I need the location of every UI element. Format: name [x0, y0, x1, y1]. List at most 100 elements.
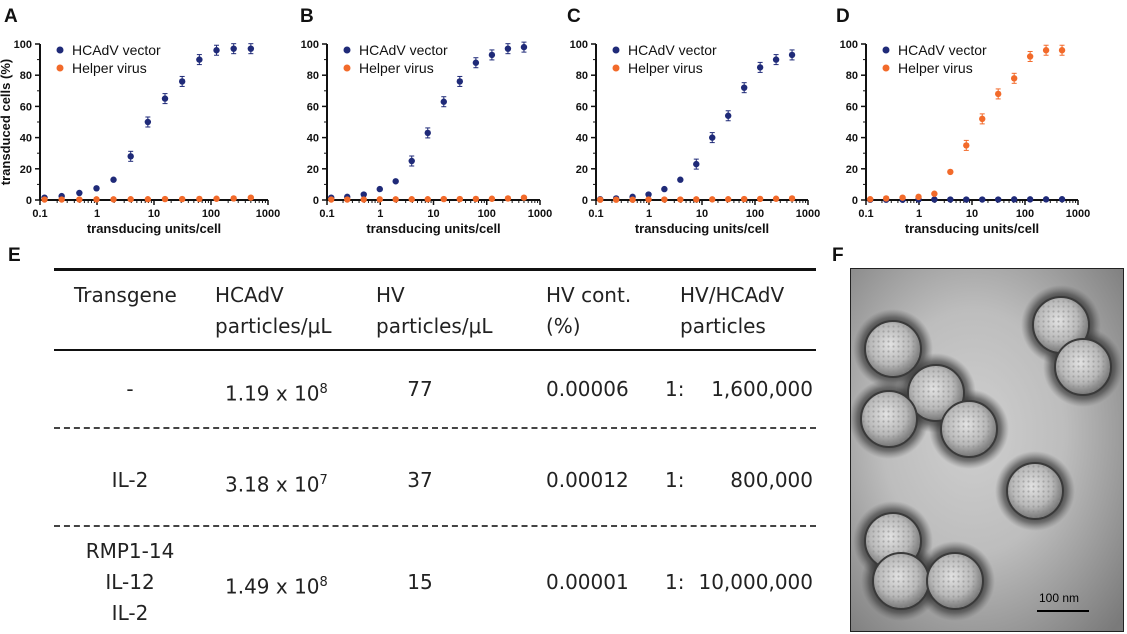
legend-label: Helper virus [72, 60, 147, 76]
table-cell-transgene: - [126, 377, 134, 401]
helper-data-point [1010, 75, 1018, 82]
hcadv-data-point [440, 98, 447, 105]
x-tick-label: 0.1 [319, 208, 334, 220]
helper-data-point [456, 195, 464, 203]
header-hv-particles: HV particles/μL [376, 283, 493, 338]
table-cell-hv: 37 [407, 468, 433, 492]
x-axis-label: transducing units/cell [635, 221, 769, 236]
x-tick-label: 1 [377, 208, 383, 220]
hcadv-data-point [1058, 196, 1066, 203]
helper-data-point [247, 194, 255, 201]
helper-data-point [344, 196, 351, 203]
y-tick-label: 20 [307, 164, 319, 176]
hcadv-data-point [772, 56, 780, 63]
hcadv-data-point [472, 59, 480, 66]
virion-texture [874, 554, 928, 608]
legend-marker [882, 64, 890, 72]
header-hv-hcadv-ratio: HV/HCAdV particles [680, 283, 785, 338]
helper-data-point [596, 196, 604, 203]
row-divider [54, 525, 816, 527]
y-tick-label: 80 [307, 70, 319, 82]
y-tick-label: 60 [576, 101, 588, 113]
y-tick-label: 0 [582, 195, 588, 207]
x-tick-label: 0.1 [32, 208, 47, 220]
y-tick-label: 80 [846, 70, 858, 82]
x-tick-label: 1000 [1066, 208, 1090, 220]
hcadv-data-point [740, 84, 748, 91]
table-cell-contamination: 0.00012 [546, 468, 629, 492]
legend-label: HCAdV vector [359, 42, 448, 58]
helper-data-point [408, 196, 415, 203]
chart-panel-b: 0 20 40 60 80 100 0.1 1 10 100 1000 transducing uni… [301, 39, 553, 236]
hcadv-data-point [196, 56, 203, 63]
y-tick-label: 60 [846, 101, 858, 113]
table-cell-ratio-value: 800,000 [730, 468, 813, 492]
helper-data-point [41, 196, 48, 203]
x-axis-label: transducing units/cell [87, 221, 221, 236]
y-tick-label: 60 [20, 101, 32, 113]
panel-label-c: C [567, 6, 581, 27]
helper-data-point [661, 196, 668, 203]
helper-data-point [899, 194, 906, 201]
panel-label-e: E [8, 245, 21, 266]
row-divider [54, 427, 816, 429]
table-cell-contamination: 0.00001 [546, 570, 629, 594]
helper-data-point [866, 196, 874, 203]
hcadv-data-point [931, 196, 938, 203]
helper-data-point [58, 196, 65, 203]
x-tick-label: 10 [696, 208, 708, 220]
hcadv-data-point [520, 43, 528, 51]
hcadv-data-point [645, 191, 652, 198]
hcadv-data-point [963, 196, 970, 203]
table-cell-contamination: 0.00006 [546, 377, 629, 401]
y-tick-label: 0 [313, 195, 319, 207]
helper-data-point [161, 195, 169, 203]
hcadv-data-point [247, 45, 255, 52]
hcadv-data-point [504, 45, 512, 52]
hcadv-data-point [376, 185, 383, 193]
helper-data-point [127, 196, 134, 203]
hcadv-data-point [161, 95, 169, 102]
helper-data-point [76, 196, 83, 203]
hcadv-data-point [488, 51, 496, 59]
helper-data-point [392, 196, 399, 203]
x-tick-label: 10 [427, 208, 439, 220]
hcadv-data-point [1026, 196, 1034, 203]
table-cell-ratio-prefix: 1: [665, 377, 685, 401]
chart-panel-d: 0 20 40 60 80 100 0.1 1 10 100 1000 transducing uni… [840, 39, 1091, 236]
table-cell-ratio-prefix: 1: [665, 570, 685, 594]
virion-texture [866, 322, 920, 376]
virion-texture [942, 402, 996, 456]
micrograph-image [851, 269, 1123, 631]
scale-bar-label: 100 nm [1039, 591, 1080, 605]
x-tick-label: 100 [746, 208, 764, 220]
table-cell-transgene: IL-2 [111, 468, 149, 492]
hcadv-data-point [456, 78, 464, 85]
helper-data-point [144, 196, 152, 203]
hcadv-data-point [661, 185, 668, 193]
helper-data-point [178, 195, 186, 203]
x-axis-label: transducing units/cell [905, 221, 1039, 236]
panel-label-a: A [4, 6, 18, 27]
hcadv-data-point [213, 47, 220, 54]
table-cell-ratio-value: 10,000,000 [698, 570, 813, 594]
y-axis-label: transduced cells (%) [0, 59, 13, 185]
x-tick-label: 1 [94, 208, 100, 220]
table-cell-hcadv: 1.49 x 108 [225, 574, 328, 599]
table-cell-hcadv: 3.18 x 107 [225, 472, 328, 497]
helper-data-point [931, 190, 938, 197]
panel-label-f: F [832, 245, 844, 266]
y-tick-label: 40 [307, 133, 319, 145]
helper-data-point [196, 195, 203, 203]
hcadv-data-point [693, 160, 700, 168]
legend-marker [56, 64, 64, 72]
helper-data-point [645, 196, 652, 203]
y-tick-label: 80 [20, 70, 32, 82]
electron-micrograph: 100 nm [850, 268, 1124, 632]
y-tick-label: 20 [20, 164, 32, 176]
hcadv-data-point [178, 78, 186, 85]
helper-data-point [629, 196, 636, 203]
table-top-rule [54, 268, 816, 271]
hcadv-data-point [1010, 196, 1018, 203]
helper-data-point [612, 196, 620, 203]
